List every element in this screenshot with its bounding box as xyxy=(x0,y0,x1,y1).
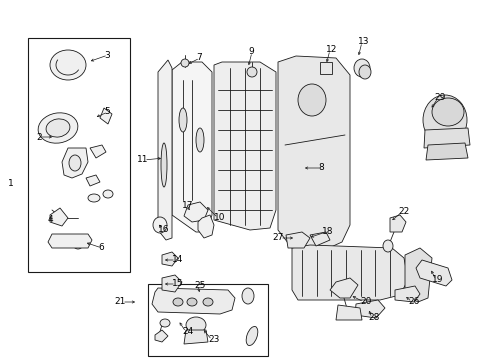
Polygon shape xyxy=(425,143,467,160)
Polygon shape xyxy=(415,260,451,286)
Ellipse shape xyxy=(185,317,205,333)
Polygon shape xyxy=(155,330,168,342)
Text: 18: 18 xyxy=(321,228,333,237)
Ellipse shape xyxy=(181,59,189,67)
Text: 2: 2 xyxy=(36,132,42,141)
Polygon shape xyxy=(389,215,405,232)
Text: 14: 14 xyxy=(172,256,183,265)
Text: 3: 3 xyxy=(104,50,109,59)
Polygon shape xyxy=(404,248,431,302)
Polygon shape xyxy=(50,208,68,226)
Text: 19: 19 xyxy=(431,275,443,284)
Polygon shape xyxy=(309,232,329,246)
Polygon shape xyxy=(152,288,235,314)
Text: 5: 5 xyxy=(104,108,109,117)
Polygon shape xyxy=(162,275,182,292)
Text: 29: 29 xyxy=(433,94,445,103)
Polygon shape xyxy=(278,56,349,252)
Text: 27: 27 xyxy=(272,234,284,243)
Polygon shape xyxy=(162,252,178,266)
Ellipse shape xyxy=(73,239,83,249)
Text: 25: 25 xyxy=(194,280,205,289)
Ellipse shape xyxy=(422,95,466,145)
Text: 4: 4 xyxy=(48,216,54,225)
Ellipse shape xyxy=(160,319,170,327)
Text: 17: 17 xyxy=(182,202,193,211)
Text: 12: 12 xyxy=(325,45,337,54)
Ellipse shape xyxy=(382,240,392,252)
Polygon shape xyxy=(172,62,212,232)
Text: 7: 7 xyxy=(196,54,202,63)
Text: 10: 10 xyxy=(214,213,225,222)
Text: 28: 28 xyxy=(367,314,379,323)
Text: 15: 15 xyxy=(172,279,183,288)
Ellipse shape xyxy=(203,298,213,306)
Ellipse shape xyxy=(246,67,257,77)
Polygon shape xyxy=(285,232,309,248)
Ellipse shape xyxy=(50,50,86,80)
Ellipse shape xyxy=(46,119,70,137)
Ellipse shape xyxy=(297,84,325,116)
Ellipse shape xyxy=(161,143,167,187)
Polygon shape xyxy=(423,128,469,148)
Ellipse shape xyxy=(69,155,81,171)
Text: 21: 21 xyxy=(114,297,126,306)
Text: 9: 9 xyxy=(247,48,253,57)
Ellipse shape xyxy=(431,98,463,126)
Text: 24: 24 xyxy=(182,328,193,337)
Text: 8: 8 xyxy=(317,163,323,172)
Text: 1: 1 xyxy=(8,179,14,188)
Polygon shape xyxy=(100,108,112,124)
Polygon shape xyxy=(335,305,361,320)
Text: 20: 20 xyxy=(359,297,370,306)
Ellipse shape xyxy=(88,194,100,202)
Polygon shape xyxy=(198,215,214,238)
Ellipse shape xyxy=(186,298,197,306)
Text: 16: 16 xyxy=(158,225,169,234)
Text: 22: 22 xyxy=(397,207,408,216)
Text: 26: 26 xyxy=(407,297,419,306)
Ellipse shape xyxy=(38,113,78,143)
Ellipse shape xyxy=(358,65,370,79)
Polygon shape xyxy=(183,202,207,222)
Polygon shape xyxy=(291,245,407,300)
Polygon shape xyxy=(86,175,100,186)
Polygon shape xyxy=(329,278,357,298)
Text: 13: 13 xyxy=(357,37,369,46)
Bar xyxy=(148,284,267,356)
Polygon shape xyxy=(158,60,172,240)
Ellipse shape xyxy=(196,128,203,152)
Polygon shape xyxy=(214,62,275,230)
Bar xyxy=(319,62,331,74)
Ellipse shape xyxy=(153,217,167,233)
Ellipse shape xyxy=(353,59,369,77)
Ellipse shape xyxy=(103,190,113,198)
Text: 23: 23 xyxy=(207,336,219,345)
Polygon shape xyxy=(62,148,88,178)
Polygon shape xyxy=(90,145,106,158)
Polygon shape xyxy=(48,234,92,248)
Text: 11: 11 xyxy=(136,156,148,165)
Ellipse shape xyxy=(173,298,183,306)
Ellipse shape xyxy=(242,288,253,304)
Polygon shape xyxy=(183,330,207,344)
Ellipse shape xyxy=(179,108,186,132)
Polygon shape xyxy=(394,286,419,302)
Ellipse shape xyxy=(245,327,257,346)
Text: 6: 6 xyxy=(98,243,103,252)
Polygon shape xyxy=(354,300,384,318)
Bar xyxy=(28,38,130,272)
